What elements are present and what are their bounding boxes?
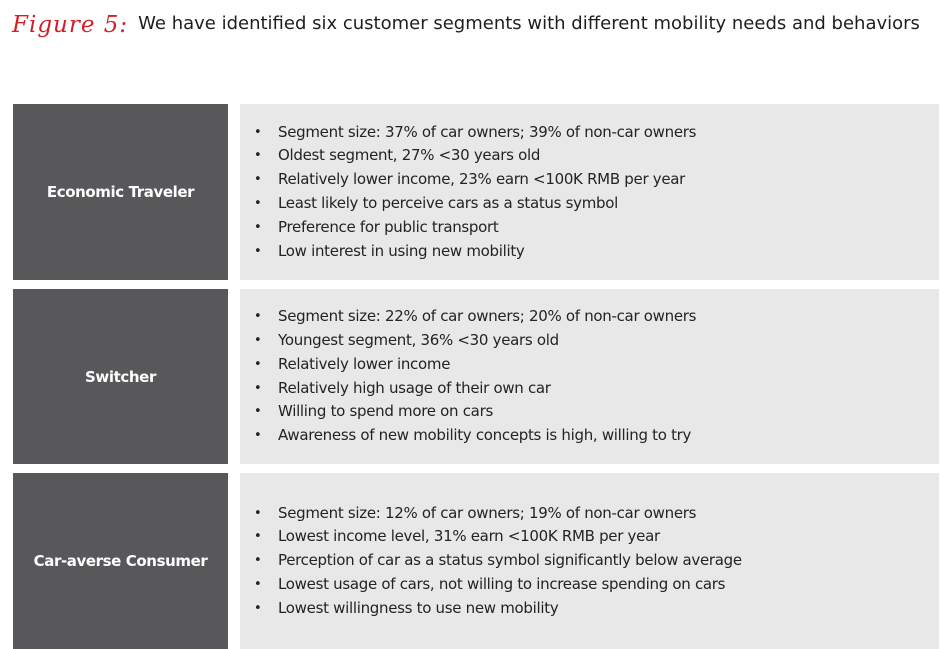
segment-bullet-list: • Segment size: 37% of car owners; 39% of…: [254, 121, 696, 264]
bullet-icon: •: [254, 219, 262, 235]
bullet-item: • Preference for public transport: [254, 216, 696, 240]
segment-row-car-averse-consumer: Car-averse Consumer • Segment size: 12% o…: [13, 473, 939, 649]
segment-details: • Segment size: 37% of car owners; 39% of…: [240, 104, 939, 280]
segment-name: Economic Traveler: [46, 183, 195, 201]
bullet-item: • Least likely to perceive cars as a stat…: [254, 192, 696, 216]
segment-details: • Segment size: 12% of car owners; 19% of…: [240, 473, 939, 649]
bullet-text: Lowest income level, 31% earn <100K RMB …: [278, 527, 660, 546]
bullet-icon: •: [254, 553, 262, 569]
bullet-text: Oldest segment, 27% <30 years old: [278, 146, 541, 165]
bullet-text: Relatively lower income: [278, 354, 451, 373]
bullet-item: • Segment size: 37% of car owners; 39% of…: [254, 121, 696, 145]
bullet-icon: •: [254, 124, 262, 140]
segment-details: • Segment size: 22% of car owners; 20% of…: [240, 289, 939, 464]
bullet-item: • Segment size: 22% of car owners; 20% of…: [254, 305, 696, 329]
segment-name-cell: Car-averse Consumer: [13, 473, 228, 649]
bullet-icon: •: [254, 243, 262, 259]
bullet-text: Perception of car as a status symbol sig…: [278, 551, 742, 570]
bullet-item: • Awareness of new mobility concepts is h…: [254, 424, 696, 448]
bullet-item: • Youngest segment, 36% <30 years old: [254, 329, 696, 353]
bullet-icon: •: [254, 148, 262, 164]
bullet-icon: •: [254, 600, 262, 616]
bullet-icon: •: [254, 428, 262, 444]
segment-row-economic-traveler: Economic Traveler • Segment size: 37% of …: [13, 104, 939, 280]
bullet-item: • Segment size: 12% of car owners; 19% of…: [254, 502, 742, 526]
bullet-icon: •: [254, 356, 262, 372]
segment-bullet-list: • Segment size: 12% of car owners; 19% of…: [254, 502, 742, 621]
bullet-icon: •: [254, 505, 262, 521]
bullet-item: • Lowest usage of cars, not willing to in…: [254, 573, 742, 597]
bullet-item: • Oldest segment, 27% <30 years old: [254, 144, 696, 168]
bullet-text: Least likely to perceive cars as a statu…: [278, 194, 618, 212]
bullet-text: Willing to spend more on cars: [278, 402, 493, 421]
segment-name: Switcher: [85, 367, 156, 386]
segment-name: Car-averse Consumer: [33, 552, 208, 570]
bullet-item: • Relatively lower income: [254, 353, 696, 377]
bullet-text: Lowest usage of cars, not willing to inc…: [278, 574, 726, 593]
segment-name-cell: Economic Traveler: [13, 104, 228, 280]
bullet-icon: •: [254, 309, 262, 325]
bullet-item: • Relatively high usage of their own car: [254, 377, 696, 401]
bullet-text: Lowest willingness to use new mobility: [278, 598, 559, 617]
figure-title: We have identified six customer segments…: [138, 13, 920, 34]
figure-label: Figure 5:: [12, 12, 129, 38]
bullet-icon: •: [254, 380, 262, 396]
bullet-text: Preference for public transport: [278, 217, 499, 236]
bullet-text: Relatively high usage of their own car: [278, 378, 551, 397]
bullet-icon: •: [254, 576, 262, 592]
figure-header: Figure 5: We have identified six custome…: [12, 8, 942, 48]
bullet-text: Segment size: 22% of car owners; 20% of …: [278, 307, 697, 326]
bullet-text: Awareness of new mobility concepts is hi…: [278, 426, 692, 445]
bullet-icon: •: [254, 196, 262, 211]
segment-bullet-list: • Segment size: 22% of car owners; 20% of…: [254, 305, 696, 448]
bullet-text: Low interest in using new mobility: [278, 241, 525, 260]
bullet-icon: •: [254, 529, 262, 545]
segments-table: Economic Traveler • Segment size: 37% of …: [13, 104, 939, 649]
segment-name-cell: Switcher: [13, 289, 228, 464]
bullet-text: Relatively lower income, 23% earn <100K …: [278, 170, 686, 189]
bullet-item: • Lowest income level, 31% earn <100K RMB…: [254, 525, 742, 549]
bullet-item: • Low interest in using new mobility: [254, 240, 696, 264]
segment-row-switcher: Switcher • Segment size: 22% of car owner…: [13, 289, 939, 464]
bullet-item: • Perception of car as a status symbol si…: [254, 549, 742, 573]
bullet-text: Youngest segment, 36% <30 years old: [278, 330, 559, 349]
bullet-icon: •: [254, 404, 262, 420]
bullet-icon: •: [254, 332, 262, 348]
bullet-text: Segment size: 37% of car owners; 39% of …: [278, 122, 697, 141]
bullet-item: • Lowest willingness to use new mobility: [254, 597, 742, 621]
bullet-item: • Willing to spend more on cars: [254, 400, 696, 424]
bullet-item: • Relatively lower income, 23% earn <100K…: [254, 168, 696, 192]
bullet-text: Segment size: 12% of car owners; 19% of …: [278, 503, 697, 522]
bullet-icon: •: [254, 172, 262, 188]
